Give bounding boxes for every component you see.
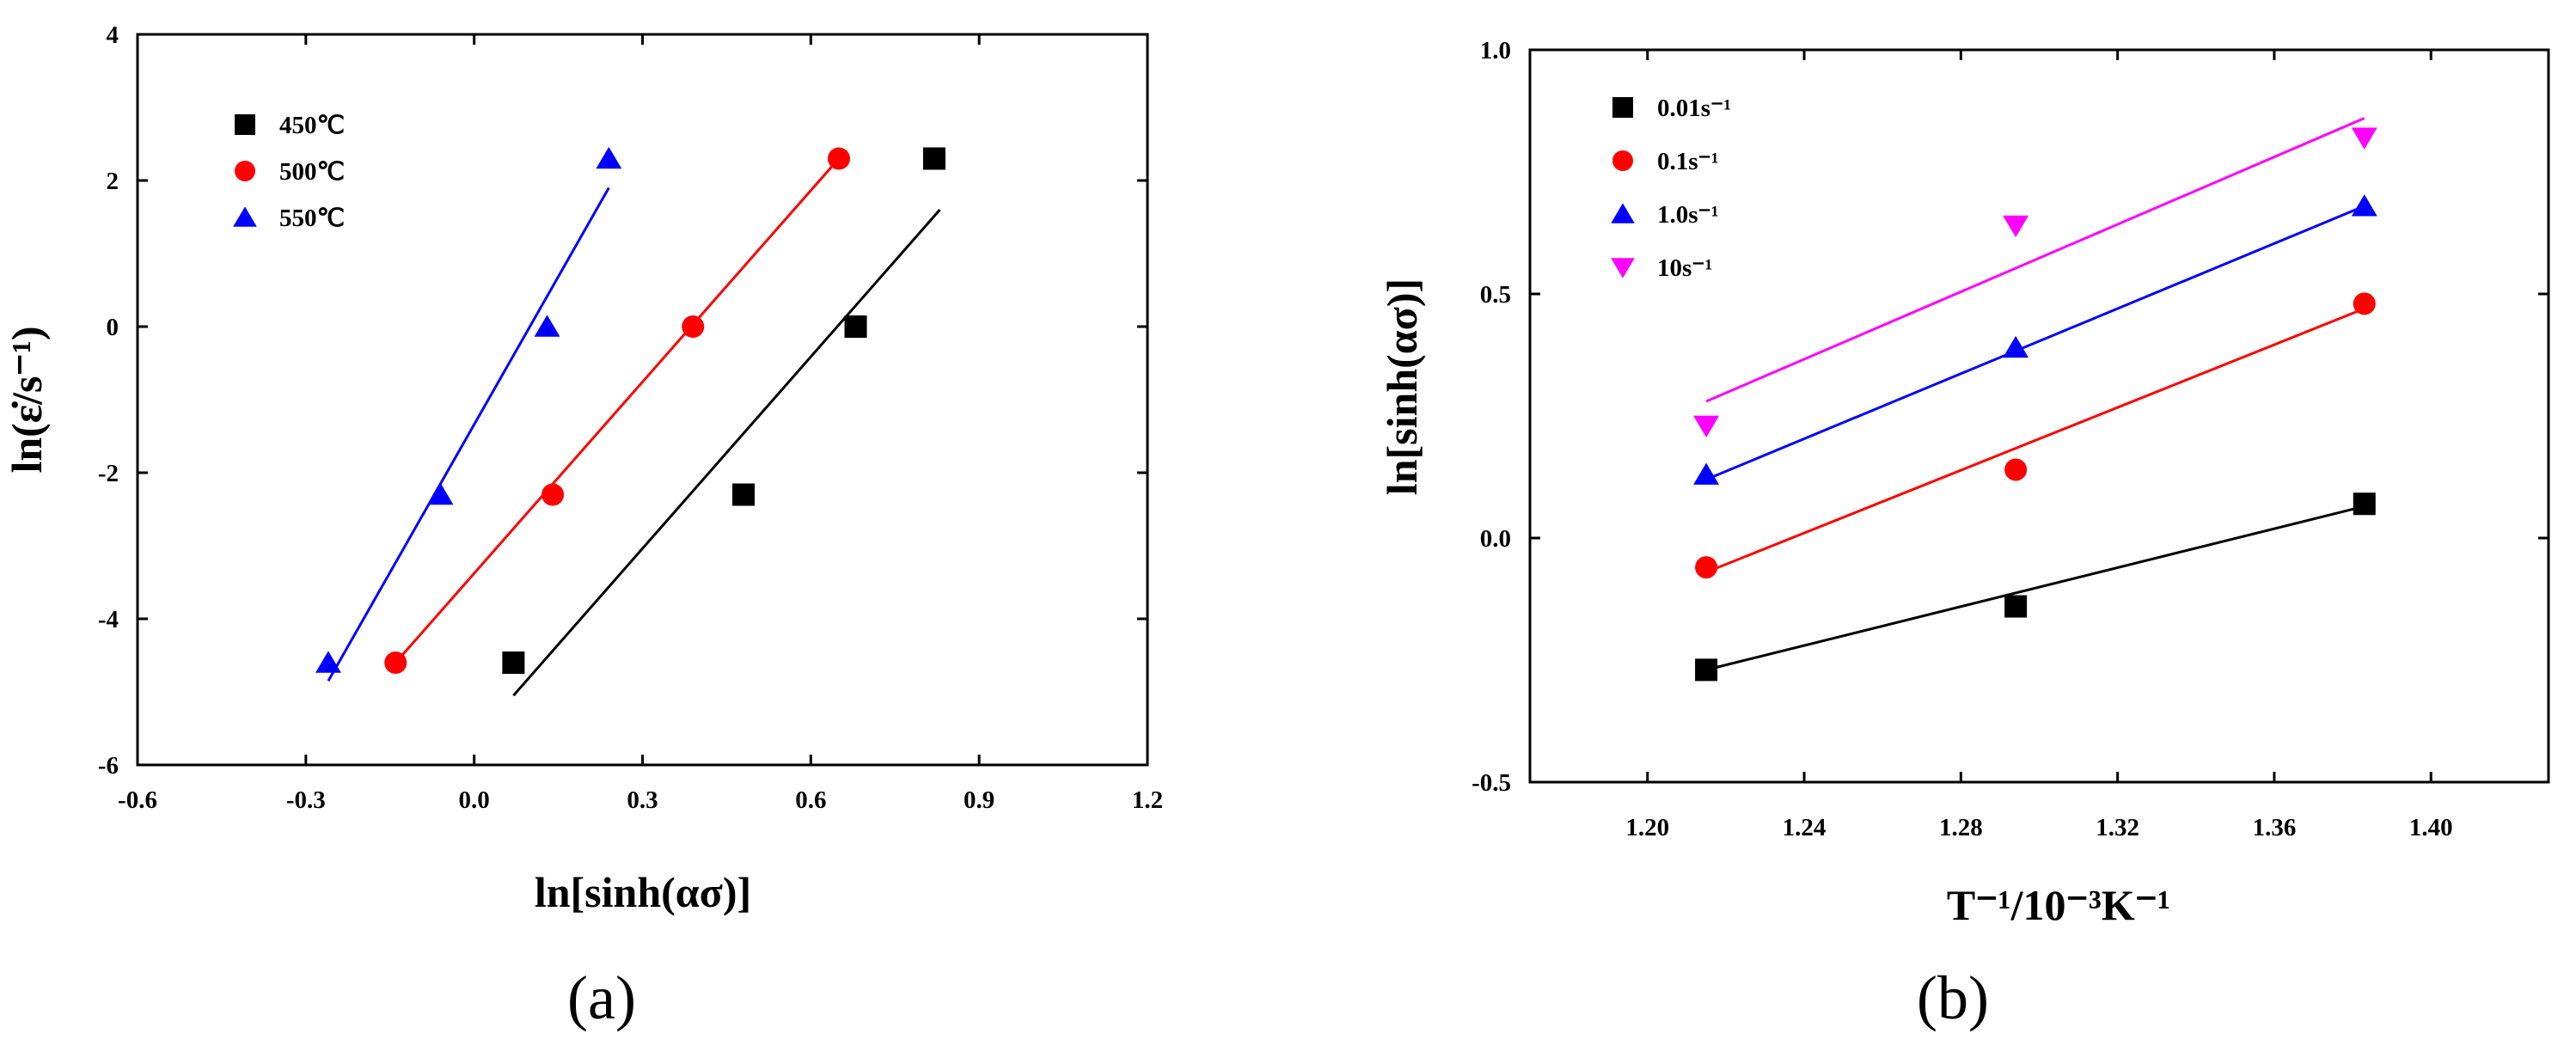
legend-marker <box>1611 258 1635 278</box>
x-tick-label: 1.28 <box>1939 814 1983 841</box>
fit-line <box>327 187 610 682</box>
data-point <box>1695 556 1718 579</box>
legend-marker <box>233 206 257 227</box>
y-tick-label: 1.0 <box>1480 37 1511 64</box>
y-tick-label: 0.5 <box>1480 281 1511 309</box>
data-point <box>596 146 622 169</box>
data-point <box>315 651 341 673</box>
x-tick-label: 0.0 <box>459 786 490 814</box>
data-point <box>2004 595 2028 618</box>
fit-lines-a <box>327 157 941 697</box>
axis-ticks-b: 1.20 1.24 1.28 1.32 1.36 1.40 -0.5 0.0 0.5 1.0 <box>1472 37 2548 841</box>
x-tick-label: 0.6 <box>795 786 826 814</box>
y-tick-label: 0 <box>107 314 119 341</box>
data-point <box>2003 335 2029 358</box>
data-point <box>2003 215 2029 238</box>
legend-marker <box>235 161 255 181</box>
x-tick-label: 1.2 <box>1132 786 1163 814</box>
legend-marker <box>1612 97 1633 118</box>
x-tick-label: 0.9 <box>964 786 994 814</box>
data-point <box>502 651 525 674</box>
x-tick-label: 1.36 <box>2253 814 2297 841</box>
panel-label-a: (a) <box>567 963 636 1032</box>
x-tick-label: -0.3 <box>286 786 326 814</box>
panel-label-b: (b) <box>1917 963 1989 1032</box>
fit-line <box>1705 307 2365 574</box>
x-axis-title-b: T⁻¹/10⁻³K⁻¹ <box>1947 881 2170 929</box>
fit-line <box>1705 205 2365 481</box>
x-tick-label: 1.20 <box>1625 814 1669 841</box>
fit-line <box>1705 505 2365 671</box>
legend-a: 450℃ 500℃ 550℃ <box>233 112 345 232</box>
x-axis-title-a: ln[sinh(ασ)] <box>535 868 751 916</box>
fit-lines-b <box>1705 117 2365 671</box>
legend-b: 0.01s⁻¹ 0.1s⁻¹ 1.0s⁻¹ 10s⁻¹ <box>1611 95 1731 282</box>
data-point <box>534 315 560 337</box>
legend-label: 1.0s⁻¹ <box>1657 201 1719 229</box>
fit-line <box>1705 117 2365 403</box>
x-tick-label: 0.3 <box>627 786 658 814</box>
y-tick-label: -4 <box>98 606 119 633</box>
y-tick-label: -2 <box>98 460 119 487</box>
axis-ticks-a: -0.6 -0.3 0.0 0.3 0.6 0.9 1.2 -6 -4 -2 0 2 4 <box>98 21 1163 814</box>
data-point <box>844 315 867 338</box>
data-point <box>2351 127 2377 150</box>
data-point <box>2351 194 2377 217</box>
x-tick-label: 1.32 <box>2096 814 2139 841</box>
y-tick-label: 2 <box>107 168 119 195</box>
plot-frame-b <box>1528 48 2550 784</box>
x-tick-label: -0.6 <box>118 786 157 814</box>
legend-label: 0.1s⁻¹ <box>1657 148 1719 175</box>
y-tick-label: -6 <box>98 752 119 780</box>
data-point <box>384 651 407 674</box>
data-point <box>1693 415 1720 438</box>
data-point <box>2353 492 2376 516</box>
data-point <box>732 483 755 506</box>
legend-marker <box>1611 203 1635 223</box>
data-point <box>1695 658 1718 682</box>
fit-line <box>512 209 941 697</box>
x-tick-label: 1.24 <box>1783 814 1826 841</box>
fit-line <box>395 157 841 664</box>
legend-label: 500℃ <box>279 158 345 186</box>
legend-label: 0.01s⁻¹ <box>1657 95 1731 122</box>
data-point <box>1693 462 1720 485</box>
data-point <box>2004 458 2028 481</box>
data-point <box>2353 292 2376 315</box>
legend-marker <box>1612 150 1633 171</box>
data-markers-a <box>315 146 945 674</box>
y-axis-title-a: ln(ε̇/s⁻¹) <box>3 326 51 473</box>
chart-panel-a: -0.6 -0.3 0.0 0.3 0.6 0.9 1.2 -6 -4 -2 0 2 4 450℃ 500… <box>3 21 1163 1032</box>
legend-marker <box>235 114 255 135</box>
y-axis-title-b: ln[sinh(ασ)] <box>1378 278 1426 495</box>
data-point <box>427 482 454 505</box>
x-tick-label: 1.40 <box>2409 814 2453 841</box>
legend-label: 10s⁻¹ <box>1657 254 1712 282</box>
data-point <box>827 147 850 170</box>
data-point <box>542 483 565 506</box>
chart-panel-b: 1.20 1.24 1.28 1.32 1.36 1.40 -0.5 0.0 0.5 1.0 0.… <box>1378 37 2550 1032</box>
data-markers-b <box>1693 127 2377 682</box>
legend-label: 450℃ <box>279 112 345 139</box>
y-tick-label: -0.5 <box>1472 769 1511 797</box>
plot-frame-a <box>136 33 1149 767</box>
y-tick-label: 0.0 <box>1480 525 1511 553</box>
y-tick-label: 4 <box>107 21 119 49</box>
legend-label: 550℃ <box>279 205 345 232</box>
data-point <box>922 147 945 170</box>
data-point <box>682 315 705 338</box>
